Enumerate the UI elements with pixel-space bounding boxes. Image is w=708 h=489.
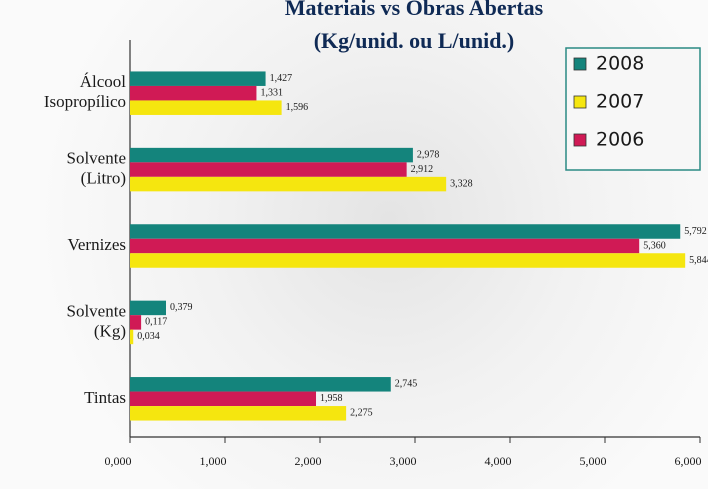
value-label: 2,978 (417, 149, 440, 160)
x-tick-label: 4,000 (485, 454, 512, 468)
chart-subtitle: (Kg/unid. ou L/unid.) (314, 28, 515, 53)
bar (130, 391, 317, 407)
value-label: 2,275 (350, 408, 373, 419)
x-tick-label: 5,000 (580, 454, 607, 468)
value-label: 5,844 (689, 255, 708, 266)
category-label: Tintas (84, 388, 126, 407)
category-label: Solvente (Kg) (67, 301, 127, 340)
value-label: 0,379 (170, 302, 193, 313)
x-tick-label: 6,000 (675, 454, 702, 468)
chart-title: Materiais vs Obras Abertas (285, 0, 544, 20)
bar (130, 100, 282, 115)
bar (130, 377, 391, 392)
bar (130, 238, 640, 254)
bar (130, 71, 266, 86)
value-label: 5,792 (684, 226, 707, 237)
x-tick-label: 3,000 (390, 454, 417, 468)
category-label: Álcool Isopropílico (44, 72, 126, 111)
bar (130, 176, 447, 192)
bar (130, 224, 681, 239)
category-label: Solvente (Litro) (67, 149, 127, 188)
bar (130, 329, 134, 345)
value-label: 2,912 (411, 164, 434, 175)
value-label: 1,596 (286, 102, 309, 113)
value-label: 1,958 (320, 393, 343, 404)
bar (130, 300, 167, 316)
bar (130, 162, 407, 177)
bar (130, 85, 257, 101)
x-tick-label: 0,000 (105, 454, 132, 468)
legend-box (565, 47, 701, 171)
value-label: 0,034 (137, 331, 160, 342)
x-tick-label: 1,000 (200, 454, 227, 468)
value-label: 0,117 (145, 317, 167, 328)
value-label: 5,360 (643, 240, 666, 251)
category-label: Vernizes (67, 235, 126, 254)
value-label: 1,427 (270, 73, 293, 84)
bar (130, 406, 347, 421)
bar (130, 147, 413, 163)
bar (130, 315, 142, 330)
legend-label: 2007 (596, 91, 644, 113)
legend-swatch (573, 95, 587, 109)
bar (130, 253, 686, 268)
x-tick-label: 2,000 (295, 454, 322, 468)
value-label: 2,745 (395, 379, 418, 390)
legend-label: 2006 (596, 129, 644, 151)
legend-swatch (573, 133, 587, 147)
legend-swatch (573, 57, 587, 71)
value-label: 3,328 (450, 178, 473, 189)
legend-label: 2008 (596, 53, 644, 75)
value-label: 1,331 (260, 87, 283, 98)
